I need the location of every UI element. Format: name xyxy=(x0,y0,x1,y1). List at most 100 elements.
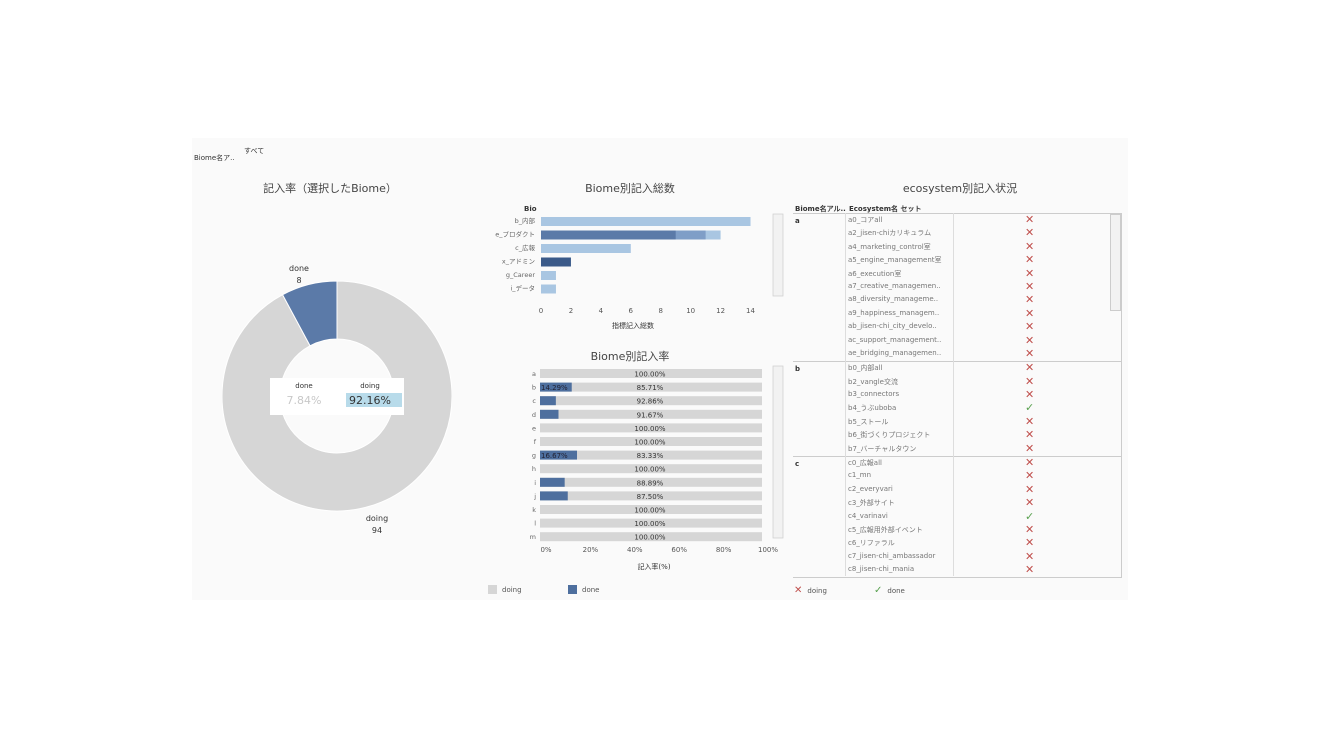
eco-group-label: b xyxy=(795,365,801,374)
eco-name: b5_ストール xyxy=(848,417,889,426)
rates-doing-bar[interactable] xyxy=(540,477,762,487)
rates-done-bar[interactable] xyxy=(540,409,559,419)
center-doing-pct: 92.16% xyxy=(349,394,391,407)
x-icon: ✕ xyxy=(1025,414,1035,428)
rates-done-bar[interactable] xyxy=(540,491,568,501)
eco-row[interactable]: ac_support_management.. ✕ xyxy=(793,334,1121,348)
eco-row[interactable]: c4_varinavi ✓ xyxy=(793,510,1121,524)
donut-doing-slice[interactable] xyxy=(222,280,452,512)
x-icon: ✕ xyxy=(1025,239,1035,253)
eco-row[interactable]: c7_jisen-chi_ambassador ✕ xyxy=(793,550,1121,564)
eco-row[interactable]: c3_外部サイト ✕ xyxy=(793,496,1121,510)
eco-row[interactable]: b4_うぶuboba ✓ xyxy=(793,401,1121,415)
totals-doing-bar[interactable] xyxy=(541,284,556,294)
totals-tick-label: 6 xyxy=(629,307,634,315)
eco-name: b4_うぶuboba xyxy=(848,404,897,413)
rates-done-bar[interactable] xyxy=(540,450,578,460)
totals-done-bar[interactable] xyxy=(541,257,571,267)
totals-bar-chart[interactable]: Bio b_内部 e_プロダクト c_広報 x_アドミン g_Career i_データ 0… xyxy=(480,200,790,335)
totals-scrollbar[interactable] xyxy=(772,213,784,297)
rates-done-bar[interactable] xyxy=(540,382,572,392)
eco-group-a: a a0_コアall ✕ a2_jisen-chiカリキュラム ✕ a4_marketin… xyxy=(793,214,1121,363)
totals-tick-label: 14 xyxy=(746,307,755,315)
rates-title: Biome別記入率 xyxy=(590,350,670,363)
rates-category-label: m xyxy=(530,533,536,541)
eco-row[interactable]: c5_広報用外部イベント ✕ xyxy=(793,523,1121,537)
rates-doing-bar[interactable] xyxy=(540,369,762,378)
center-done-pct: 7.84% xyxy=(287,394,322,407)
eco-row[interactable]: c1_mn ✕ xyxy=(793,469,1121,483)
center-done-box xyxy=(270,378,338,415)
rates-doing-label: 88.89% xyxy=(637,479,664,487)
rates-scrollbar[interactable] xyxy=(772,365,784,539)
eco-row[interactable]: c0_広報all ✕ xyxy=(793,456,1121,470)
rates-doing-bar[interactable] xyxy=(540,382,762,392)
totals-done-bar[interactable] xyxy=(541,230,676,240)
eco-row[interactable]: c6_リファラル ✕ xyxy=(793,536,1121,550)
eco-row[interactable]: a9_happiness_managem.. ✕ xyxy=(793,307,1121,321)
rates-tick-label: 40% xyxy=(627,546,643,554)
eco-row[interactable]: b0_内部all ✕ xyxy=(793,361,1121,375)
eco-row[interactable]: a4_marketing_control室 ✕ xyxy=(793,239,1121,254)
rates-doing-bar[interactable] xyxy=(540,437,762,446)
eco-name: ac_support_management.. xyxy=(848,335,942,344)
eco-row[interactable]: b7_バーチャルタウン ✕ xyxy=(793,442,1121,456)
donut-done-slice[interactable] xyxy=(281,280,338,347)
eco-row[interactable]: c8_jisen-chi_mania ✕ xyxy=(793,563,1121,577)
totals-doing-bar[interactable] xyxy=(541,244,631,253)
eco-row[interactable]: a0_コアall ✕ xyxy=(793,214,1121,227)
totals-tick-label: 8 xyxy=(658,307,662,315)
rates-category-label: b xyxy=(532,384,536,392)
totals-category-label: b_内部 xyxy=(515,216,536,225)
x-icon: ✕ xyxy=(1025,213,1035,226)
totals-doing-bar[interactable] xyxy=(541,271,556,280)
rates-tick-label: 80% xyxy=(716,546,732,554)
rates-doing-label: 100.00% xyxy=(634,507,665,515)
rates-doing-bar[interactable] xyxy=(540,450,762,460)
eco-row[interactable]: b3_connectors ✕ xyxy=(793,388,1121,402)
rates-doing-bar[interactable] xyxy=(540,491,762,501)
eco-row[interactable]: ae_bridging_managemen.. ✕ xyxy=(793,347,1121,361)
donut-chart[interactable]: done 8 doing 94 done 7.84% doing 92.16% xyxy=(222,258,452,558)
totals-doing-bar[interactable] xyxy=(541,217,751,226)
rates-category-label: k xyxy=(532,506,536,514)
rates-bar-chart[interactable]: a 100.00% b 14.29% 85.71% c 92.86% d 91.67% e 100.… xyxy=(520,364,790,574)
eco-scrollbar[interactable] xyxy=(1110,214,1121,311)
rates-x-axis-label: 記入率(%) xyxy=(637,562,670,571)
x-icon: ✕ xyxy=(1025,226,1035,240)
rates-doing-label: 91.67% xyxy=(637,411,664,419)
eco-name: b7_バーチャルタウン xyxy=(848,444,917,453)
eco-row[interactable]: a2_jisen-chiカリキュラム ✕ xyxy=(793,226,1121,240)
eco-row[interactable]: b6_街づくりプロジェクト ✕ xyxy=(793,428,1121,442)
rates-category-label: e xyxy=(532,424,536,432)
rates-done-bar[interactable] xyxy=(540,396,556,406)
rates-done-bar[interactable] xyxy=(540,477,565,487)
eco-row[interactable]: a8_diversity_manageme.. ✕ xyxy=(793,293,1121,307)
rates-doing-bar[interactable] xyxy=(540,518,762,528)
rates-doing-bar[interactable] xyxy=(540,505,762,514)
rates-doing-bar[interactable] xyxy=(540,464,762,474)
donut-doing-label: doing xyxy=(366,514,388,523)
eco-row[interactable]: a6_execution室 ✕ xyxy=(793,266,1121,281)
center-doing-highlight xyxy=(346,393,402,407)
rates-doing-bar[interactable] xyxy=(540,396,762,406)
rates-tick-label: 20% xyxy=(583,546,599,554)
eco-name: b6_街づくりプロジェクト xyxy=(848,431,931,440)
x-icon: ✕ xyxy=(1025,374,1035,388)
rates-doing-bar[interactable] xyxy=(540,409,762,419)
totals-row-header: Bio xyxy=(524,205,537,213)
rates-doing-bar[interactable] xyxy=(540,532,762,542)
eco-name: ae_bridging_managemen.. xyxy=(848,348,942,357)
totals-category-label: i_データ xyxy=(510,284,535,293)
eco-row[interactable]: a7_creative_managemen.. ✕ xyxy=(793,280,1121,294)
eco-row[interactable]: a5_engine_management室 ✕ xyxy=(793,253,1121,267)
rates-category-label: l xyxy=(534,520,536,528)
eco-row[interactable]: b5_ストール ✕ xyxy=(793,414,1121,429)
x-icon: ✕ xyxy=(1025,266,1035,280)
center-doing-label: doing xyxy=(360,382,380,390)
eco-row[interactable]: b2_vangle交流 ✕ xyxy=(793,374,1121,389)
biome-filter-value[interactable]: すべて xyxy=(244,147,265,155)
eco-row[interactable]: ab_jisen-chi_city_develo.. ✕ xyxy=(793,320,1121,334)
rates-doing-bar[interactable] xyxy=(540,423,762,433)
eco-row[interactable]: c2_everyvari ✕ xyxy=(793,483,1121,497)
